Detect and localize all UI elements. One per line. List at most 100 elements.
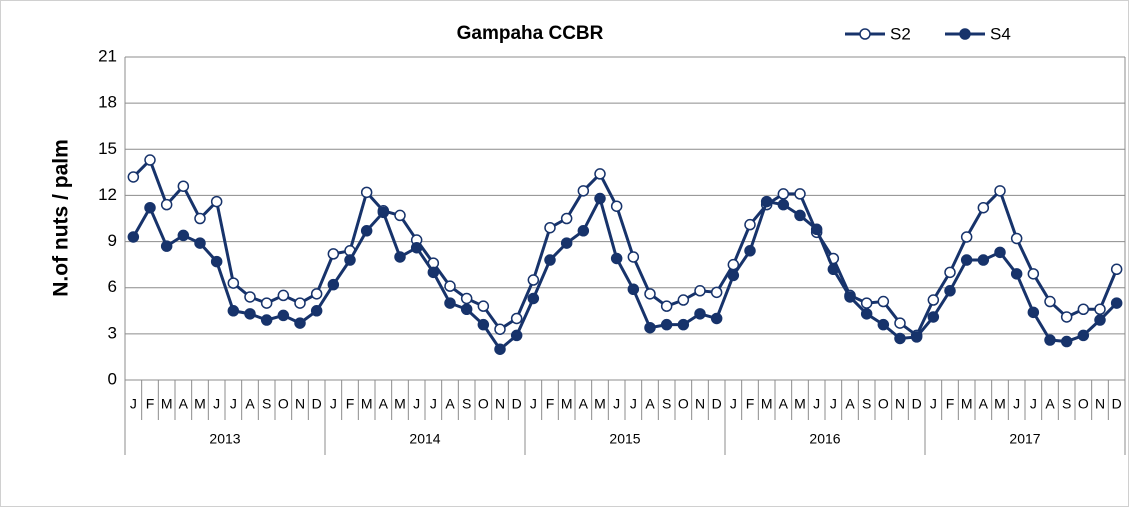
data-point bbox=[1027, 306, 1040, 319]
x-tick-label: F bbox=[346, 396, 355, 412]
data-point bbox=[444, 297, 456, 309]
data-point bbox=[227, 277, 240, 289]
x-tick-label: J bbox=[413, 396, 420, 412]
data-point bbox=[310, 305, 323, 317]
x-tick-label: A bbox=[245, 396, 255, 412]
chart-title: Gampaha CCBR bbox=[457, 23, 604, 44]
data-point bbox=[294, 297, 306, 309]
x-tick-label: M bbox=[594, 396, 606, 412]
data-point bbox=[177, 229, 190, 242]
data-point bbox=[894, 332, 906, 345]
x-tick-label: N bbox=[695, 396, 705, 412]
data-point bbox=[694, 308, 706, 320]
x-tick-label: O bbox=[278, 396, 289, 412]
data-point bbox=[610, 252, 623, 265]
x-tick-label: A bbox=[445, 396, 455, 412]
x-tick-label: N bbox=[295, 396, 305, 412]
data-point bbox=[910, 331, 923, 343]
data-point bbox=[127, 231, 140, 243]
y-tick-label: 3 bbox=[108, 323, 117, 342]
data-point bbox=[944, 285, 956, 297]
legend-marker bbox=[859, 28, 871, 40]
x-tick-label: A bbox=[1045, 396, 1055, 412]
y-tick-label: 9 bbox=[108, 231, 117, 250]
x-tick-label: S bbox=[262, 396, 271, 412]
data-point bbox=[194, 237, 206, 249]
data-point bbox=[844, 291, 856, 303]
y-axis-label: N.of nuts / palm bbox=[50, 139, 73, 297]
data-point bbox=[677, 294, 690, 306]
x-tick-label: J bbox=[630, 396, 637, 412]
data-point bbox=[477, 300, 490, 312]
x-tick-label: M bbox=[761, 396, 773, 412]
data-point bbox=[610, 200, 623, 212]
x-tick-label: J bbox=[430, 396, 437, 412]
x-tick-label: J bbox=[530, 396, 537, 412]
data-point bbox=[277, 309, 290, 322]
data-point bbox=[527, 292, 540, 305]
data-point bbox=[694, 285, 706, 297]
data-point bbox=[777, 188, 790, 200]
data-point bbox=[260, 314, 273, 326]
y-tick-label: 21 bbox=[98, 46, 117, 65]
data-point bbox=[127, 171, 140, 183]
y-tick-label: 6 bbox=[108, 277, 117, 296]
data-point bbox=[960, 231, 973, 243]
data-point bbox=[710, 286, 723, 299]
data-point bbox=[427, 266, 440, 279]
data-point bbox=[744, 218, 756, 231]
data-point bbox=[394, 251, 406, 263]
x-tick-label: D bbox=[312, 396, 322, 412]
data-point bbox=[444, 280, 456, 292]
data-point bbox=[494, 343, 506, 355]
x-tick-label: O bbox=[878, 396, 889, 412]
data-point bbox=[344, 254, 356, 266]
data-point bbox=[244, 308, 256, 320]
year-label: 2014 bbox=[409, 431, 440, 447]
data-point bbox=[1044, 334, 1056, 346]
data-point bbox=[744, 245, 756, 257]
data-point bbox=[1060, 311, 1073, 323]
y-tick-label: 15 bbox=[98, 139, 117, 158]
x-tick-label: D bbox=[1112, 396, 1122, 412]
x-tick-label: M bbox=[794, 396, 806, 412]
data-point bbox=[627, 251, 640, 263]
x-tick-label: M bbox=[161, 396, 173, 412]
data-point bbox=[927, 311, 940, 323]
data-point bbox=[977, 201, 990, 214]
x-tick-label: D bbox=[512, 396, 522, 412]
data-point bbox=[144, 201, 156, 214]
x-tick-label: N bbox=[1095, 396, 1105, 412]
data-point bbox=[1094, 303, 1106, 315]
x-tick-label: F bbox=[946, 396, 955, 412]
data-point bbox=[494, 323, 506, 335]
data-point bbox=[1060, 335, 1073, 348]
x-tick-label: M bbox=[394, 396, 406, 412]
legend-marker bbox=[959, 28, 971, 40]
legend-label: S4 bbox=[990, 24, 1011, 43]
data-point bbox=[760, 195, 773, 208]
x-tick-label: F bbox=[146, 396, 155, 412]
x-tick-label: S bbox=[1062, 396, 1071, 412]
data-point bbox=[294, 317, 306, 329]
data-point bbox=[210, 195, 223, 208]
x-tick-label: J bbox=[1030, 396, 1037, 412]
data-point bbox=[594, 168, 606, 180]
x-tick-label: O bbox=[1078, 396, 1089, 412]
x-tick-label: F bbox=[746, 396, 755, 412]
data-point bbox=[460, 292, 473, 305]
data-point bbox=[510, 329, 523, 342]
data-point bbox=[944, 266, 956, 279]
data-point bbox=[777, 198, 790, 211]
data-point bbox=[660, 300, 673, 312]
data-point bbox=[994, 246, 1006, 259]
y-tick-label: 0 bbox=[108, 369, 117, 388]
data-point bbox=[194, 212, 206, 225]
data-point bbox=[544, 221, 556, 234]
data-point bbox=[977, 254, 990, 266]
data-point bbox=[527, 274, 540, 286]
x-tick-label: J bbox=[213, 396, 220, 412]
data-point bbox=[360, 186, 373, 199]
data-point bbox=[877, 318, 890, 331]
